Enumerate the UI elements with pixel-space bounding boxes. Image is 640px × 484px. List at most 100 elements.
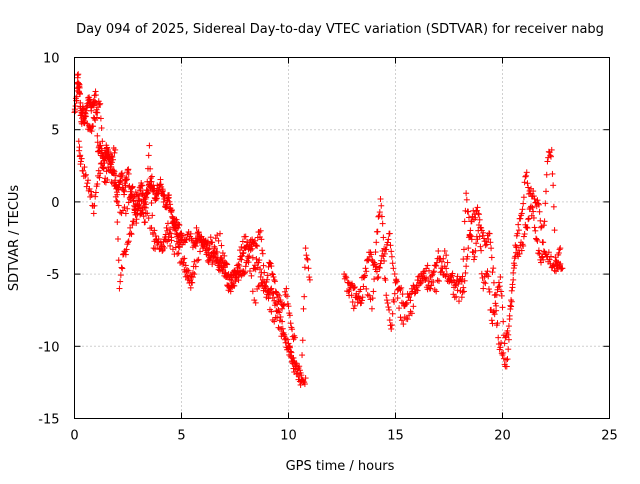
data-point: [487, 239, 494, 246]
data-point: [514, 230, 521, 237]
data-point: [434, 277, 441, 284]
data-point: [221, 252, 228, 259]
data-point: [77, 91, 84, 98]
y-tick-label: -10: [38, 340, 59, 355]
data-point: [209, 239, 216, 246]
data-point: [82, 171, 89, 178]
data-point: [161, 245, 168, 252]
data-point: [192, 235, 199, 242]
data-point: [385, 304, 392, 311]
data-point: [389, 310, 396, 317]
data-point: [182, 273, 189, 280]
data-point: [147, 165, 154, 172]
data-point: [175, 250, 182, 257]
data-point: [96, 101, 103, 108]
data-point: [110, 156, 117, 163]
data-point: [285, 303, 292, 310]
data-point: [543, 188, 550, 195]
data-point: [354, 295, 361, 302]
data-point: [132, 207, 139, 214]
data-point: [193, 238, 200, 245]
data-point: [510, 276, 517, 283]
data-point: [306, 276, 313, 283]
data-point: [239, 250, 246, 257]
data-point: [467, 233, 474, 240]
data-point: [424, 262, 431, 269]
data-point: [82, 113, 89, 120]
data-point: [497, 344, 504, 351]
data-point: [480, 229, 487, 236]
data-point: [90, 210, 97, 217]
data-point: [185, 267, 192, 274]
data-point: [523, 224, 530, 231]
data-point: [285, 340, 292, 347]
data-point: [368, 305, 375, 312]
data-point: [145, 215, 152, 222]
data-point: [500, 349, 507, 356]
data-point: [303, 252, 310, 259]
data-point: [139, 204, 146, 211]
data-point: [256, 229, 263, 236]
data-point: [440, 255, 447, 262]
data-point: [92, 193, 99, 200]
data-point: [351, 284, 358, 291]
x-tick-label: 10: [280, 429, 297, 444]
data-point: [504, 356, 511, 363]
data-point: [465, 245, 472, 252]
data-point: [91, 115, 98, 122]
data-point: [137, 205, 144, 212]
data-point: [499, 304, 506, 311]
data-point: [360, 273, 367, 280]
data-point: [345, 288, 352, 295]
data-point: [138, 198, 145, 205]
data-point: [84, 180, 91, 187]
data-point: [463, 263, 470, 270]
data-point: [444, 259, 451, 266]
data-point: [553, 258, 560, 265]
data-point: [258, 236, 265, 243]
data-point: [403, 301, 410, 308]
data-point: [119, 265, 126, 272]
data-point: [144, 178, 151, 185]
data-point: [508, 303, 515, 310]
data-point: [275, 324, 282, 331]
data-point: [161, 193, 168, 200]
data-point: [453, 293, 460, 300]
data-point: [97, 142, 104, 149]
data-point: [398, 284, 405, 291]
data-point: [430, 269, 437, 276]
data-point: [436, 278, 443, 285]
data-point: [281, 301, 288, 308]
data-point: [533, 236, 540, 243]
data-point: [94, 132, 101, 139]
data-point: [459, 273, 466, 280]
data-point: [483, 241, 490, 248]
data-point: [198, 239, 205, 246]
data-point: [441, 247, 448, 254]
data-point: [388, 253, 395, 260]
data-point: [92, 117, 99, 124]
data-point: [495, 284, 502, 291]
data-point: [438, 258, 445, 265]
data-point: [414, 277, 421, 284]
data-point: [548, 153, 555, 160]
data-point: [370, 288, 377, 295]
data-point: [351, 284, 358, 291]
data-point: [238, 243, 245, 250]
data-point: [282, 339, 289, 346]
data-point: [471, 253, 478, 260]
tick-label-layer: 0 5 10 15 20 25 -15 -10 -5 0 5 10: [38, 52, 618, 444]
data-point: [270, 273, 277, 280]
data-point: [391, 270, 398, 277]
data-point: [107, 167, 114, 174]
data-point: [162, 237, 169, 244]
data-point: [146, 142, 153, 149]
data-point: [177, 237, 184, 244]
data-point: [111, 149, 118, 156]
data-point: [174, 224, 181, 231]
data-point: [275, 307, 282, 314]
data-point: [304, 255, 311, 262]
data-point: [463, 196, 470, 203]
data-point: [259, 250, 266, 257]
